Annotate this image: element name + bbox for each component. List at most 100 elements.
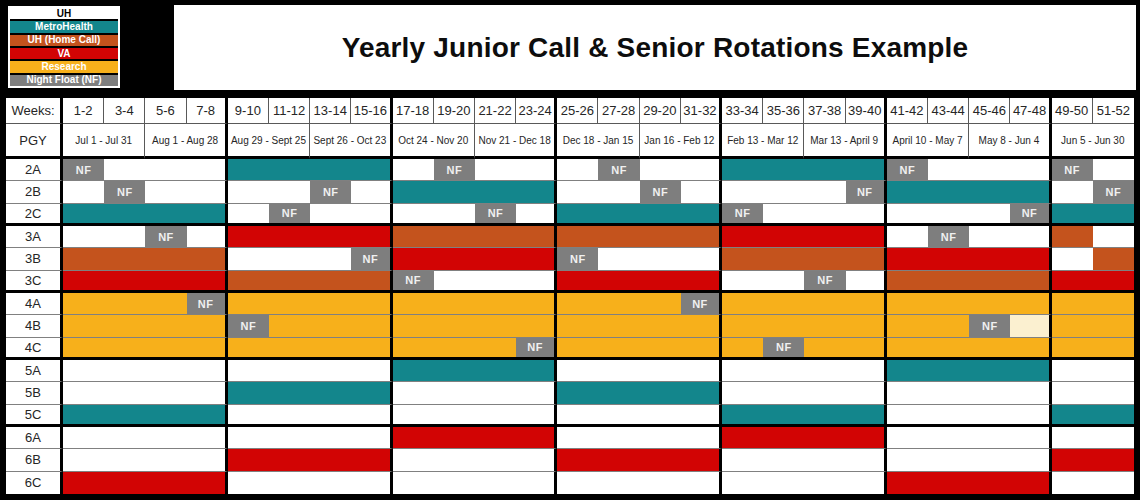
schedule-cell <box>640 248 681 270</box>
night-float-cell: NF <box>1010 204 1051 226</box>
schedule-cell <box>804 405 845 427</box>
schedule-cell <box>187 315 228 337</box>
schedule-cell <box>557 159 598 181</box>
schedule-cell <box>598 427 639 449</box>
schedule-cell <box>1010 293 1051 315</box>
schedule-cell <box>846 248 887 270</box>
schedule-cell <box>804 338 845 360</box>
schedule-cell <box>310 472 351 494</box>
schedule-cell <box>63 405 104 427</box>
schedule-cell <box>393 405 434 427</box>
schedule-cell <box>269 382 310 404</box>
schedule-cell <box>434 181 475 203</box>
week-header-cell: 17-18 <box>393 98 434 124</box>
schedule-cell <box>1010 248 1051 270</box>
week-header-cell: 47-48 <box>1010 98 1051 124</box>
schedule-cell <box>722 360 763 382</box>
schedule-cell <box>557 338 598 360</box>
week-header-cell: 13-14 <box>310 98 351 124</box>
night-float-cell: NF <box>351 248 392 270</box>
schedule-cell <box>640 159 681 181</box>
schedule-cell <box>228 405 269 427</box>
schedule-cell <box>887 427 928 449</box>
schedule-cell <box>393 248 434 270</box>
schedule-cell <box>269 405 310 427</box>
schedule-cell <box>475 159 516 181</box>
schedule-cell <box>187 427 228 449</box>
night-float-cell: NF <box>269 204 310 226</box>
schedule-cell <box>516 405 557 427</box>
schedule-cell <box>269 427 310 449</box>
schedule-cell <box>722 293 763 315</box>
schedule-cell <box>351 360 392 382</box>
schedule-cell <box>804 427 845 449</box>
week-header-cell: 15-16 <box>351 98 392 124</box>
row-label-5b: 5B <box>6 382 63 404</box>
schedule-cell <box>351 427 392 449</box>
schedule-cell <box>351 293 392 315</box>
schedule-cell <box>969 181 1010 203</box>
night-float-cell: NF <box>928 226 969 248</box>
schedule-cell <box>846 271 887 293</box>
schedule-cell <box>681 226 722 248</box>
schedule-cell <box>351 382 392 404</box>
schedule-cell <box>475 472 516 494</box>
schedule-cell <box>804 360 845 382</box>
schedule-cell <box>1052 181 1093 203</box>
schedule-cell <box>145 427 186 449</box>
schedule-cell <box>516 293 557 315</box>
schedule-cell <box>763 472 804 494</box>
legend-item-nf: Night Float (NF) <box>10 73 118 86</box>
schedule-cell <box>104 315 145 337</box>
schedule-cell <box>846 360 887 382</box>
schedule-cell <box>63 315 104 337</box>
date-range-cell: Aug 29 - Sept 25 <box>228 124 310 159</box>
schedule-cell <box>516 226 557 248</box>
schedule-cell <box>393 338 434 360</box>
schedule-cell <box>928 382 969 404</box>
night-float-cell: NF <box>228 315 269 337</box>
schedule-cell <box>269 181 310 203</box>
schedule-cell <box>1010 338 1051 360</box>
schedule-cell <box>846 204 887 226</box>
schedule-cell <box>640 405 681 427</box>
schedule-figure: UHMetroHealthUH (Home Call)VAResearchNig… <box>0 0 1140 500</box>
date-range-cell: Oct 24 - Nov 20 <box>393 124 475 159</box>
schedule-cell <box>681 338 722 360</box>
schedule-cell <box>969 226 1010 248</box>
schedule-cell <box>145 293 186 315</box>
schedule-cell <box>722 449 763 471</box>
schedule-cell <box>1052 293 1093 315</box>
schedule-cell <box>557 204 598 226</box>
schedule-cell <box>887 449 928 471</box>
schedule-cell <box>928 315 969 337</box>
schedule-cell <box>887 405 928 427</box>
night-float-cell: NF <box>516 338 557 360</box>
schedule-cell <box>145 449 186 471</box>
schedule-cell <box>516 472 557 494</box>
weeks-header-label: Weeks: <box>6 98 63 124</box>
schedule-cell <box>887 293 928 315</box>
row-label-2c: 2C <box>6 204 63 226</box>
schedule-cell <box>1010 181 1051 203</box>
schedule-cell <box>557 405 598 427</box>
schedule-cell <box>104 293 145 315</box>
schedule-cell <box>598 271 639 293</box>
schedule-cell <box>763 382 804 404</box>
schedule-cell <box>722 382 763 404</box>
schedule-cell <box>104 226 145 248</box>
schedule-cell <box>393 449 434 471</box>
night-float-cell: NF <box>434 159 475 181</box>
schedule-cell <box>928 405 969 427</box>
night-float-cell: NF <box>722 204 763 226</box>
schedule-cell <box>1052 360 1093 382</box>
schedule-cell <box>145 405 186 427</box>
night-float-cell: NF <box>145 226 186 248</box>
legend-item-res: Research <box>10 59 118 72</box>
schedule-cell <box>63 338 104 360</box>
schedule-cell <box>1052 248 1093 270</box>
schedule-cell <box>145 338 186 360</box>
schedule-cell <box>1093 427 1134 449</box>
schedule-cell <box>187 226 228 248</box>
schedule-cell <box>228 382 269 404</box>
